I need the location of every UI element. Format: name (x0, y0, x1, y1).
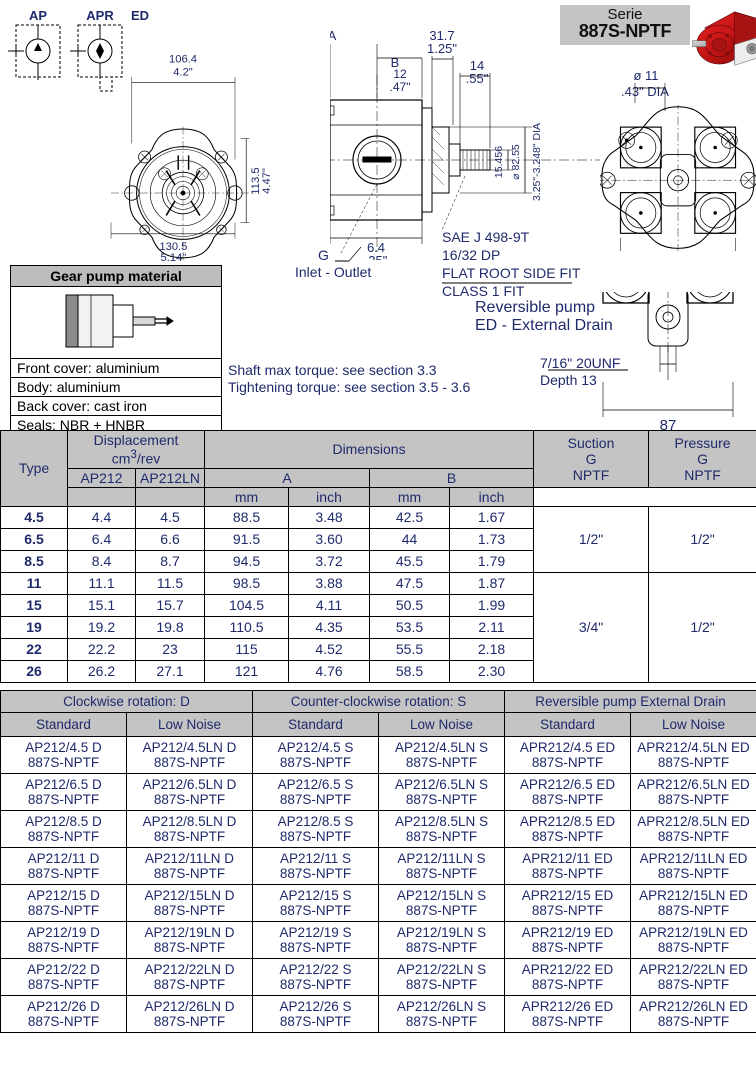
svg-text:3.25"-3.248" DIA: 3.25"-3.248" DIA (531, 123, 543, 201)
svg-text:5.14": 5.14" (161, 252, 187, 264)
svg-text:4.47": 4.47" (261, 168, 273, 194)
svg-text:113.5: 113.5 (250, 167, 262, 194)
svg-text:.47": .47" (390, 80, 411, 94)
svg-text:.25": .25" (365, 253, 388, 260)
svg-text:12: 12 (393, 67, 407, 81)
svg-text:A: A (330, 30, 337, 43)
svg-text:15.456: 15.456 (493, 146, 505, 178)
svg-text:⌀ 82.55: ⌀ 82.55 (510, 144, 522, 180)
svg-text:1.25": 1.25" (427, 41, 457, 56)
svg-text:4.2": 4.2" (173, 66, 193, 78)
svg-text:130.5: 130.5 (159, 241, 187, 253)
svg-text:.55": .55" (466, 71, 489, 86)
svg-text:106.4: 106.4 (169, 54, 197, 66)
